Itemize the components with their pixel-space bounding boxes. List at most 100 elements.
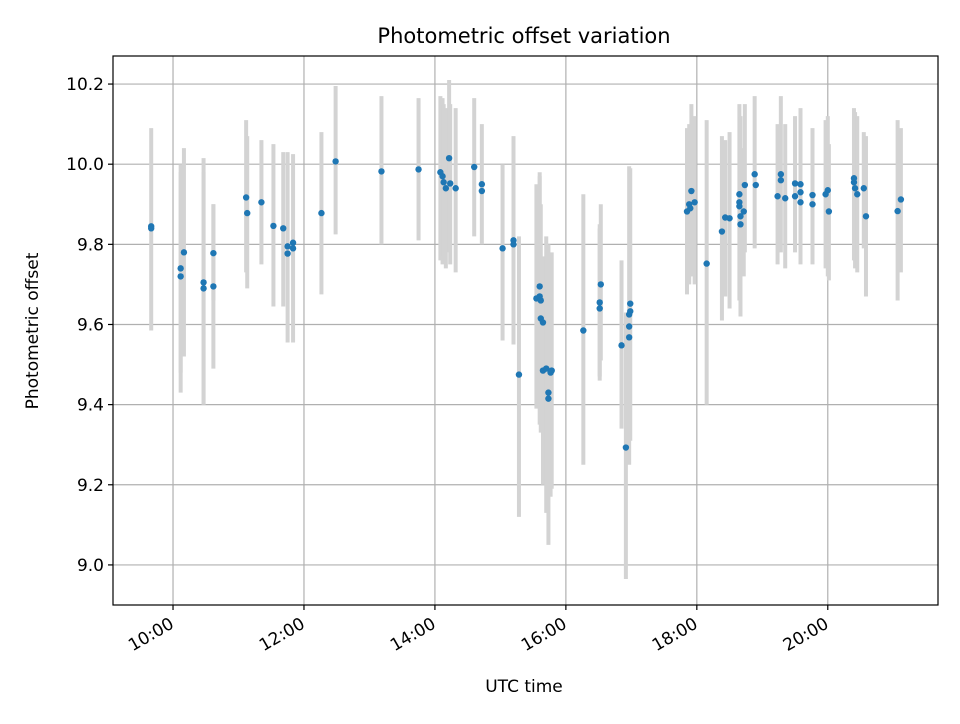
data-point [809,191,816,199]
data-point [751,171,758,178]
data-point [736,191,743,198]
data-point [536,283,543,290]
data-point [777,177,785,184]
data-point [596,299,603,306]
data-point [415,166,422,173]
data-point [318,209,325,217]
x-tick-label: 18:00 [649,614,701,656]
data-point [537,297,544,304]
data-point [824,187,831,194]
y-tick-label: 9.2 [77,476,104,496]
data-point [618,342,625,349]
data-point [777,171,785,178]
data-point [452,185,459,192]
data-point [270,222,277,230]
data-point [177,273,184,280]
data-point [703,260,710,267]
data-point [897,196,905,203]
data-point [797,199,804,206]
data-point [687,205,694,212]
data-point [543,365,550,372]
data-point [596,305,603,312]
data-point [289,239,297,246]
data-point [580,327,587,334]
data-point [499,245,506,252]
data-point [797,189,804,196]
data-point [850,179,858,186]
data-point [752,181,759,189]
data-point [774,193,781,200]
data-point [548,367,555,374]
data-point [258,199,265,206]
x-axis-label: UTC time [485,677,563,697]
x-tick-label: 16:00 [518,614,570,656]
data-point [210,283,217,290]
data-point [478,187,486,195]
data-point [545,389,552,396]
data-point [688,187,695,195]
data-point [625,334,633,341]
data-point [445,154,453,162]
data-point [478,181,486,188]
data-point [627,300,634,307]
data-point [439,173,446,180]
data-point [447,180,454,187]
data-point [597,281,604,288]
data-point [622,444,630,451]
data-point [809,201,816,208]
data-point [539,319,547,326]
data-point [625,323,633,330]
data-point [860,185,867,192]
y-tick-label: 9.8 [77,235,104,255]
data-point [851,185,859,192]
y-tick-label: 9.6 [77,315,104,335]
x-tick-label: 12:00 [256,614,308,656]
data-point [515,371,523,378]
chart-title: Photometric offset variation [377,24,670,48]
data-point [510,241,517,248]
data-point [471,163,478,171]
data-point [741,181,749,189]
y-tick-label: 10.2 [66,75,104,95]
y-tick-label: 10.0 [66,155,104,175]
plot-frame [112,55,939,606]
data-point [200,279,207,286]
x-tick-label: 20:00 [780,614,832,656]
data-point [147,225,155,232]
x-tick-label: 14:00 [387,614,439,656]
data-point [440,179,447,186]
data-point [718,228,726,235]
data-point [284,243,291,250]
data-point [284,250,291,257]
data-point [740,208,747,215]
data-point [289,245,297,252]
data-point [862,213,870,220]
data-point [791,180,799,187]
y-tick-label: 9.0 [77,556,104,576]
y-tick-label: 9.4 [77,396,104,416]
data-point [825,208,833,215]
data-point [280,225,287,232]
data-point [726,215,733,222]
data-point [244,209,251,217]
data-point [782,195,789,202]
data-point [332,158,339,165]
data-point [545,395,552,402]
data-point [210,249,217,257]
data-point [737,221,744,228]
data-point [737,213,744,220]
data-point [854,191,861,198]
data-point [797,181,804,188]
data-point [442,185,450,192]
y-axis-label: Photometric offset [23,252,43,409]
data-point [378,168,385,175]
data-points [147,154,905,451]
x-tick-label: 10:00 [125,614,177,656]
data-point [200,285,207,292]
data-point [177,265,184,272]
data-point [691,199,698,206]
data-point [627,308,634,315]
error-bars [149,80,903,579]
